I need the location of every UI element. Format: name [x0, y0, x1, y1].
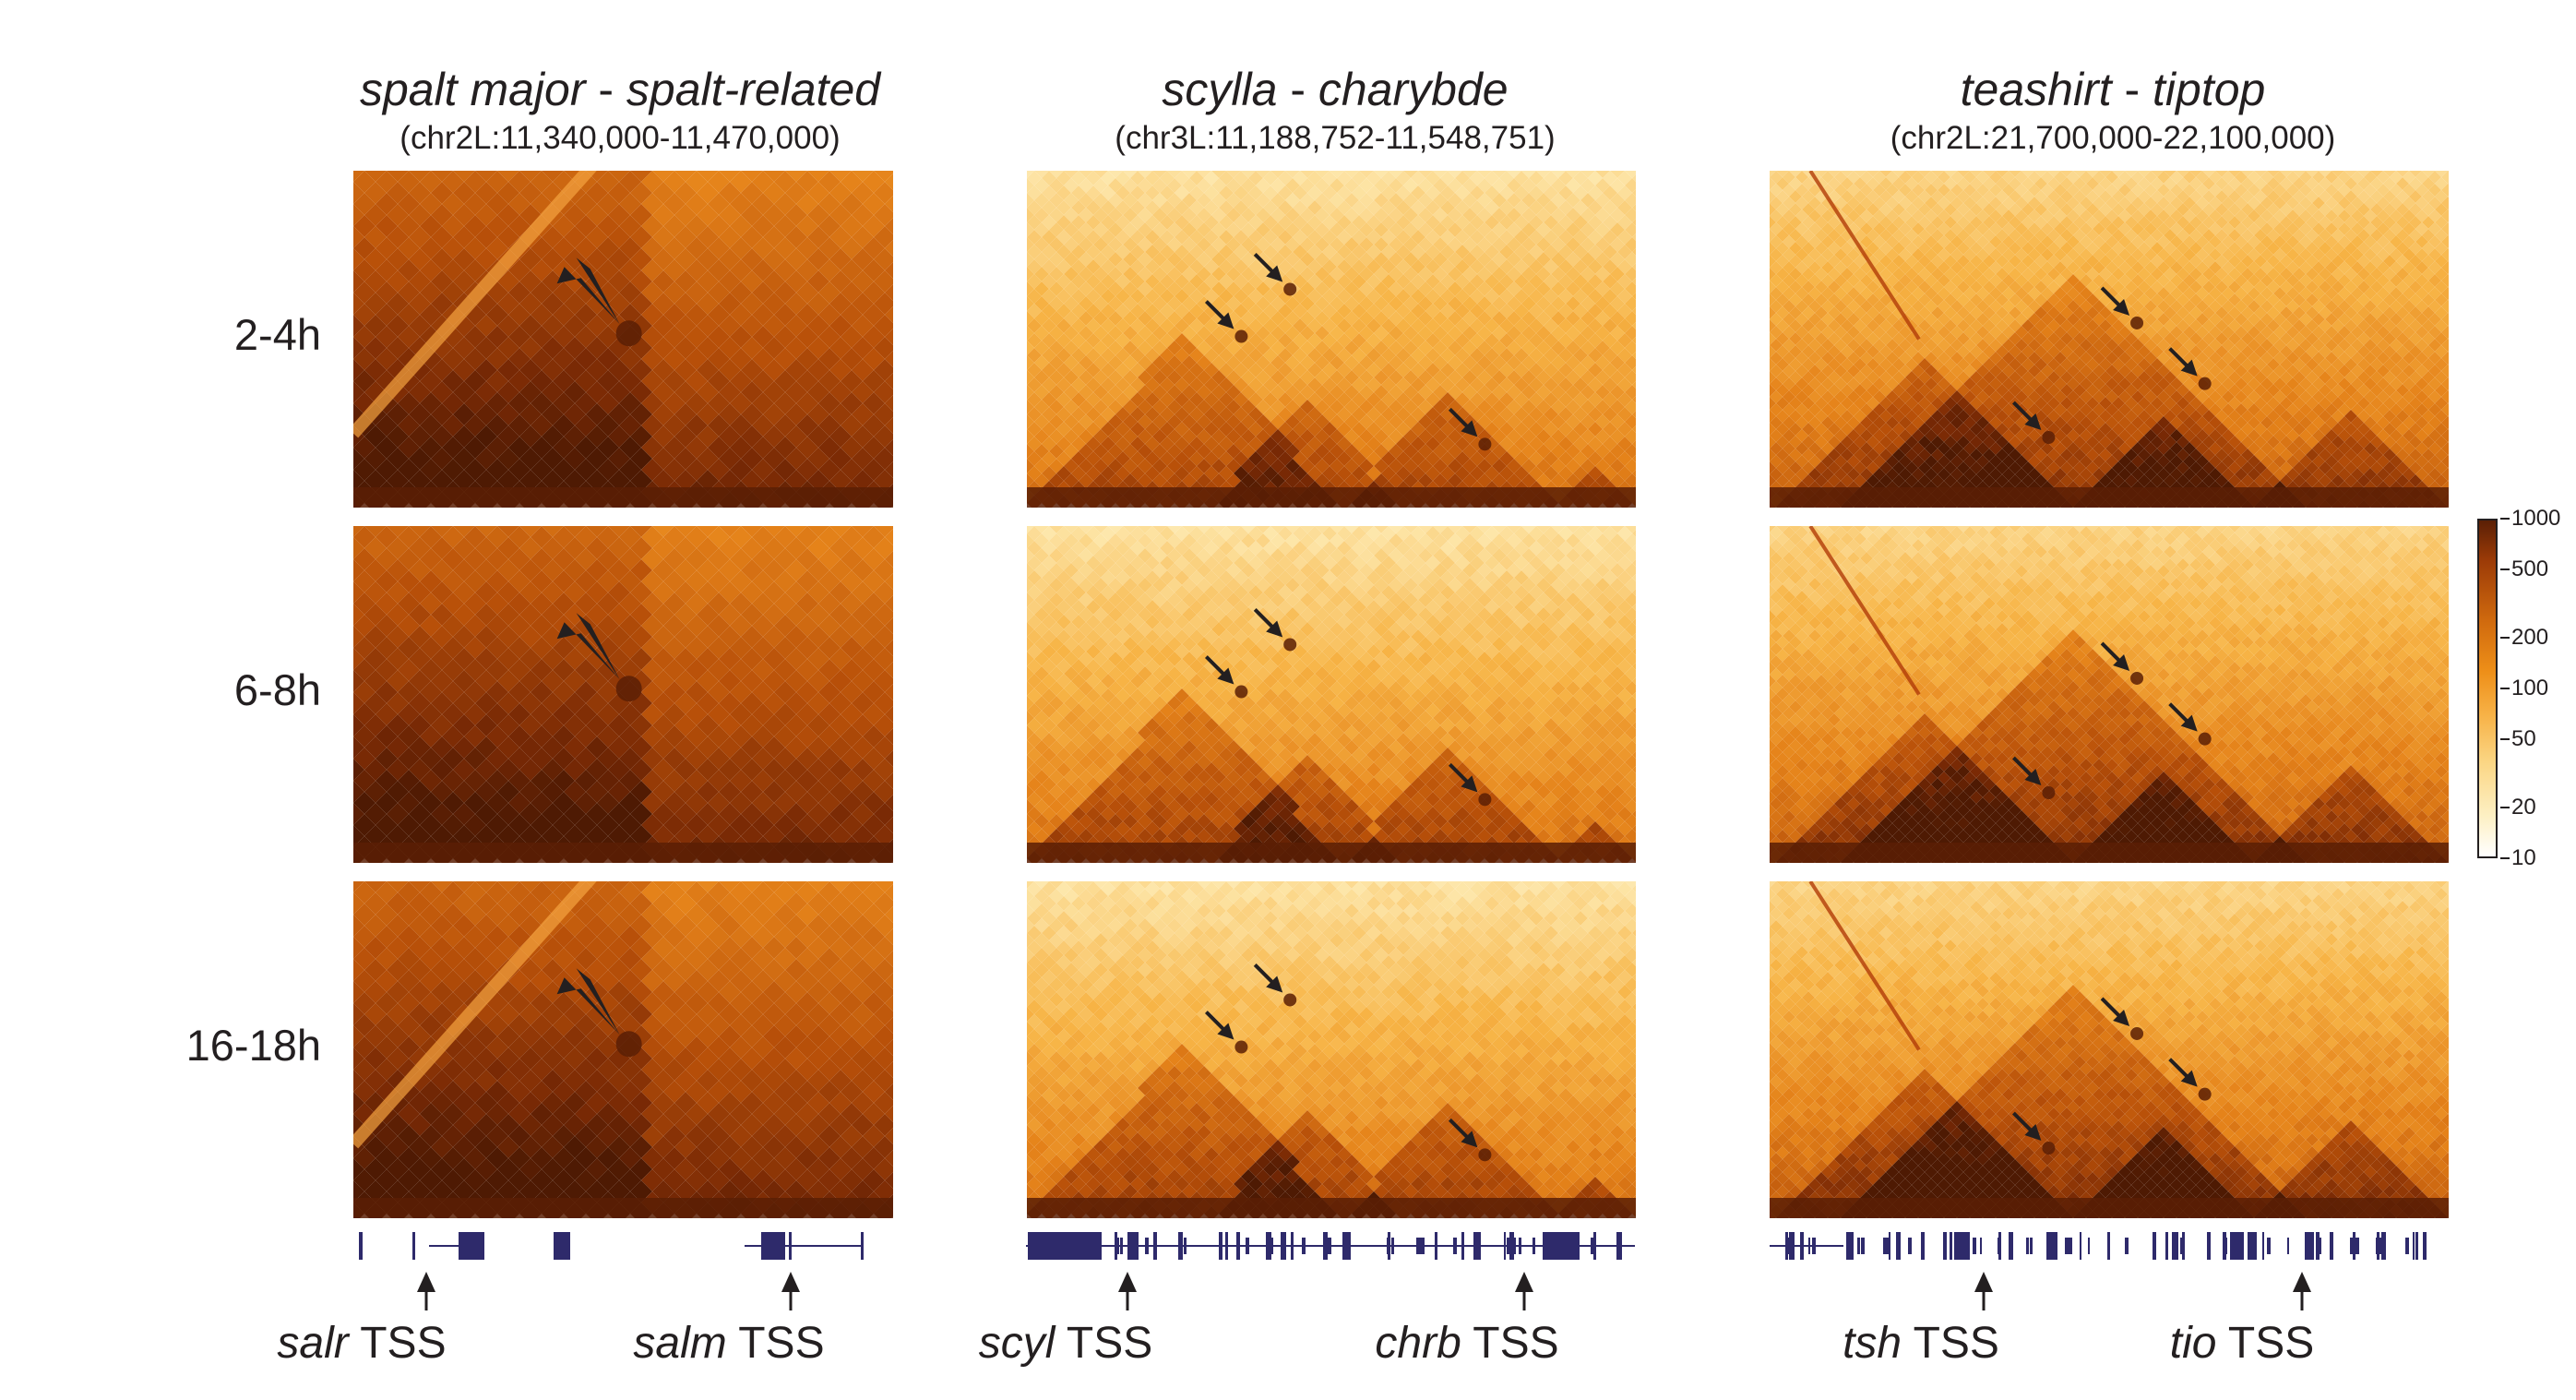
col-title-1-sep: - — [585, 64, 626, 115]
heatmap-panel-c2-r1 — [1027, 171, 1636, 508]
legend-tick-200: 200 — [2499, 624, 2549, 650]
heatmap-panel-c3-r2 — [1770, 526, 2449, 863]
col-title-1-b: spalt-related — [626, 64, 881, 115]
color-scale-bar — [2477, 519, 2498, 858]
heatmap-panel-c1-r2 — [353, 526, 893, 863]
col-title-1: spalt major - spalt-related — [334, 63, 906, 116]
interaction-arrow-c1-r2-1 — [556, 613, 620, 680]
tss-label-tsh: tsh TSS — [1843, 1318, 1999, 1369]
tss-label-tio: tio TSS — [2170, 1318, 2315, 1369]
interaction-arrow-c3-r1-3 — [2011, 401, 2042, 431]
tss-gene-scyl: scyl — [978, 1319, 1055, 1368]
col-title-2-sep: - — [1277, 64, 1318, 115]
gene-track-1 — [359, 1232, 864, 1260]
col-title-3-sep: - — [2111, 64, 2153, 115]
interaction-arrow-c3-r2-1 — [2100, 641, 2130, 671]
tss-arrow-6 — [2293, 1272, 2311, 1310]
tss-arrow-3 — [1118, 1272, 1137, 1310]
interaction-arrow-c2-r3-1 — [1253, 963, 1283, 993]
col-coords-2: (chr3L:11,188,752-11,548,751) — [1115, 120, 1556, 156]
tss-arrow-4 — [1515, 1272, 1533, 1310]
interaction-arrow-c2-r2-3 — [1448, 762, 1478, 793]
legend-tick-100: 100 — [2499, 676, 2549, 700]
tss-gene-salm: salm — [633, 1319, 727, 1368]
tss-gene-tsh: tsh — [1843, 1319, 1902, 1368]
legend-tick-1000: 1000 — [2499, 506, 2561, 531]
col-title-2: scylla - charybde — [1031, 63, 1640, 116]
legend-tick-500: 500 — [2499, 556, 2549, 582]
tss-gene-salr: salr — [277, 1319, 349, 1368]
interaction-arrow-c3-r2-3 — [2011, 756, 2042, 786]
tss-arrow-2 — [781, 1272, 800, 1310]
gene-track-2 — [1026, 1232, 1635, 1260]
interaction-arrow-c2-r1-1 — [1253, 253, 1283, 282]
interaction-arrow-c2-r3-2 — [1204, 1011, 1234, 1040]
interaction-arrow-c2-r2-1 — [1253, 608, 1283, 638]
col-title-3-a: teashirt — [1960, 64, 2112, 115]
tss-label-salr: salr TSS — [277, 1318, 446, 1369]
interaction-arrow-c1-r1-1 — [556, 257, 620, 325]
legend-tick-50: 50 — [2500, 726, 2536, 752]
interaction-arrow-c2-r2-2 — [1204, 655, 1234, 685]
tss-label-chrb: chrb TSS — [1375, 1318, 1558, 1369]
col-title-2-a: scylla — [1162, 64, 1278, 115]
tss-suffix-tsh: TSS — [1902, 1319, 1999, 1368]
interaction-arrow-c3-r3-2 — [2168, 1058, 2198, 1087]
col-title-1-a: spalt major — [359, 64, 586, 115]
col-title-3-b: tiptop — [2153, 64, 2266, 115]
tss-gene-tio: tio — [2169, 1319, 2217, 1368]
heatmap-panel-c1-r1 — [353, 171, 893, 508]
tss-suffix-salr: TSS — [348, 1319, 447, 1368]
interaction-arrow-c2-r3-3 — [1448, 1118, 1478, 1148]
interaction-arrow-c3-r1-2 — [2168, 347, 2198, 377]
tss-suffix-scyl: TSS — [1055, 1319, 1153, 1368]
gene-track-3 — [1770, 1232, 2427, 1260]
tss-arrow-1 — [417, 1272, 435, 1310]
tss-label-scyl: scyl TSS — [979, 1318, 1153, 1369]
interaction-arrow-c2-r1-3 — [1448, 407, 1478, 437]
interaction-arrow-c3-r2-2 — [2168, 702, 2198, 732]
tss-label-salm: salm TSS — [633, 1318, 824, 1369]
tss-gene-chrb: chrb — [1375, 1319, 1461, 1368]
tss-suffix-tio: TSS — [2216, 1319, 2315, 1368]
tss-arrow-5 — [1974, 1272, 1993, 1310]
heatmap-panel-c3-r3 — [1770, 881, 2449, 1218]
row-label-3: 16-18h — [185, 1021, 321, 1070]
col-coords-1: (chr2L:11,340,000-11,470,000) — [400, 120, 841, 156]
row-label-2: 6-8h — [233, 665, 321, 714]
legend-tick-10: 10 — [2500, 845, 2536, 870]
heatmap-panel-c3-r1 — [1770, 171, 2449, 508]
legend-tick-20: 20 — [2500, 794, 2536, 820]
interaction-arrow-c1-r3-1 — [556, 968, 620, 1035]
interaction-arrow-c3-r3-3 — [2011, 1111, 2042, 1142]
col-title-3: teashirt - tiptop — [1771, 63, 2454, 116]
row-label-1: 2-4h — [233, 310, 321, 359]
heatmap-panel-c2-r3 — [1027, 881, 1636, 1218]
interaction-arrow-c2-r1-2 — [1204, 300, 1234, 329]
interaction-arrow-c3-r1-1 — [2100, 286, 2130, 316]
tss-suffix-salm: TSS — [726, 1319, 825, 1368]
tss-suffix-chrb: TSS — [1461, 1319, 1559, 1368]
heatmap-panel-c2-r2 — [1027, 526, 1636, 863]
col-title-2-b: charybde — [1318, 64, 1509, 115]
heatmap-panel-c1-r3 — [353, 881, 893, 1218]
col-coords-3: (chr2L:21,700,000-22,100,000) — [1890, 120, 2336, 156]
interaction-arrow-c3-r3-1 — [2100, 997, 2130, 1026]
